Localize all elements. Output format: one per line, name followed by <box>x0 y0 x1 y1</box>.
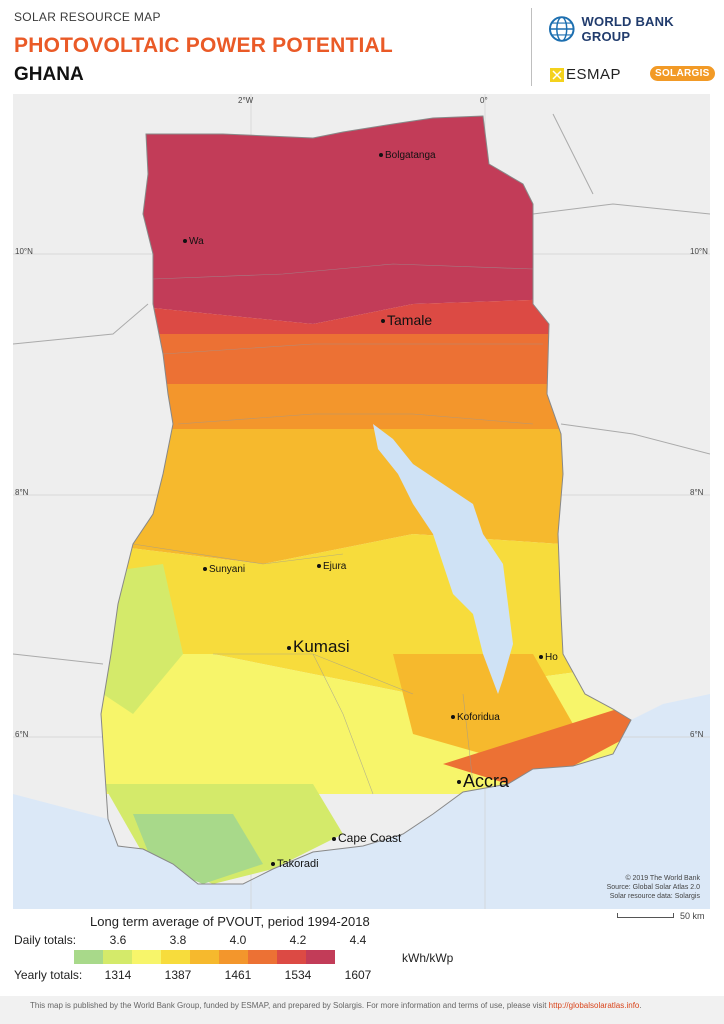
ghana-border <box>100 115 632 885</box>
daily-tick: 3.6 <box>109 933 127 947</box>
legend-swatch <box>306 950 335 964</box>
legend-unit: kWh/kWp <box>402 951 454 965</box>
footer-text: This map is published by the World Bank … <box>30 1001 642 1010</box>
legend-swatch <box>132 950 161 964</box>
yearly-tick: 1461 <box>224 968 252 982</box>
gulf-of-guinea <box>13 694 710 909</box>
city-dot <box>379 153 383 158</box>
daily-tick: 4.2 <box>289 933 307 947</box>
legend-swatch <box>219 950 248 964</box>
lat-label-6n-right: 6°N <box>690 730 704 739</box>
legend-swatch <box>190 950 219 964</box>
legend-yearly-label: Yearly totals: <box>14 968 83 982</box>
city-dot <box>539 655 543 660</box>
world-bank-logo[interactable]: WORLD BANK GROUP <box>548 14 724 44</box>
city-dot <box>381 319 385 324</box>
pvout-map[interactable]: 2°W 0° 10°N 8°N 6°N 10°N 8°N 6°N Bolgata… <box>13 94 710 909</box>
esmap-logo[interactable]: ESMAP <box>550 66 621 83</box>
legend-swatch <box>74 950 103 964</box>
map-overline: SOLAR RESOURCE MAP <box>14 10 161 24</box>
esmap-label: ESMAP <box>566 66 622 83</box>
city-dot <box>457 780 461 785</box>
city-kumasi[interactable]: Kumasi <box>287 637 350 657</box>
legend-color-ramp <box>74 950 335 964</box>
lat-label-8n-left: 8°N <box>15 488 29 497</box>
yearly-tick: 1607 <box>344 968 372 982</box>
country-name: GHANA <box>14 64 84 85</box>
yearly-tick: 1387 <box>164 968 192 982</box>
header-divider <box>531 8 532 86</box>
city-dot <box>271 862 275 867</box>
city-accra[interactable]: Accra <box>457 771 509 792</box>
city-ho[interactable]: Ho <box>539 652 558 663</box>
yearly-tick: 1534 <box>284 968 312 982</box>
city-dot <box>287 645 291 650</box>
region-boundaries <box>132 263 543 795</box>
city-dot <box>332 836 336 841</box>
legend-daily-label: Daily totals: <box>14 933 77 947</box>
lake-volta <box>373 424 513 694</box>
city-dot <box>451 715 455 720</box>
scale-bar <box>617 913 674 918</box>
lon-label-2w: 2°W <box>238 96 254 105</box>
esmap-mark-icon <box>550 67 564 82</box>
city-dot <box>183 239 187 244</box>
legend-swatch <box>103 950 132 964</box>
world-bank-label: WORLD BANK GROUP <box>581 14 674 44</box>
daily-tick: 4.4 <box>349 933 367 947</box>
daily-tick: 4.0 <box>229 933 247 947</box>
map-credits: © 2019 The World Bank Source: Global Sol… <box>606 875 700 900</box>
atlas-link[interactable]: http://globalsolaratlas.info <box>548 1001 640 1010</box>
solargis-logo[interactable]: SOLARGIS <box>650 66 715 81</box>
lat-label-8n-right: 8°N <box>690 488 704 497</box>
daily-tick: 3.8 <box>169 933 187 947</box>
neighbor-borders <box>13 113 710 665</box>
city-bolgatanga[interactable]: Bolgatanga <box>379 150 436 161</box>
city-dot <box>203 567 207 572</box>
lat-label-10n-right: 10°N <box>690 247 708 256</box>
legend-swatch <box>277 950 306 964</box>
city-takoradi[interactable]: Takoradi <box>271 858 319 870</box>
city-dot <box>317 564 321 569</box>
city-koforidua[interactable]: Koforidua <box>451 712 500 723</box>
city-sunyani[interactable]: Sunyani <box>203 564 245 575</box>
lon-label-0: 0° <box>480 96 488 105</box>
legend-swatch <box>248 950 277 964</box>
yearly-tick: 1314 <box>104 968 132 982</box>
legend-swatch <box>161 950 190 964</box>
legend-title: Long term average of PVOUT, period 1994-… <box>90 914 370 929</box>
lat-label-10n-left: 10°N <box>15 247 33 256</box>
city-wa[interactable]: Wa <box>183 236 204 247</box>
globe-icon <box>548 16 575 42</box>
map-title: PHOTOVOLTAIC POWER POTENTIAL <box>14 34 393 57</box>
city-tamale[interactable]: Tamale <box>381 312 432 328</box>
lat-label-6n-left: 6°N <box>15 730 29 739</box>
city-cape-coast[interactable]: Cape Coast <box>332 831 401 845</box>
footer-bar <box>0 996 724 1024</box>
city-ejura[interactable]: Ejura <box>317 561 346 572</box>
scale-label: 50 km <box>680 911 705 921</box>
map-canvas <box>13 94 710 909</box>
